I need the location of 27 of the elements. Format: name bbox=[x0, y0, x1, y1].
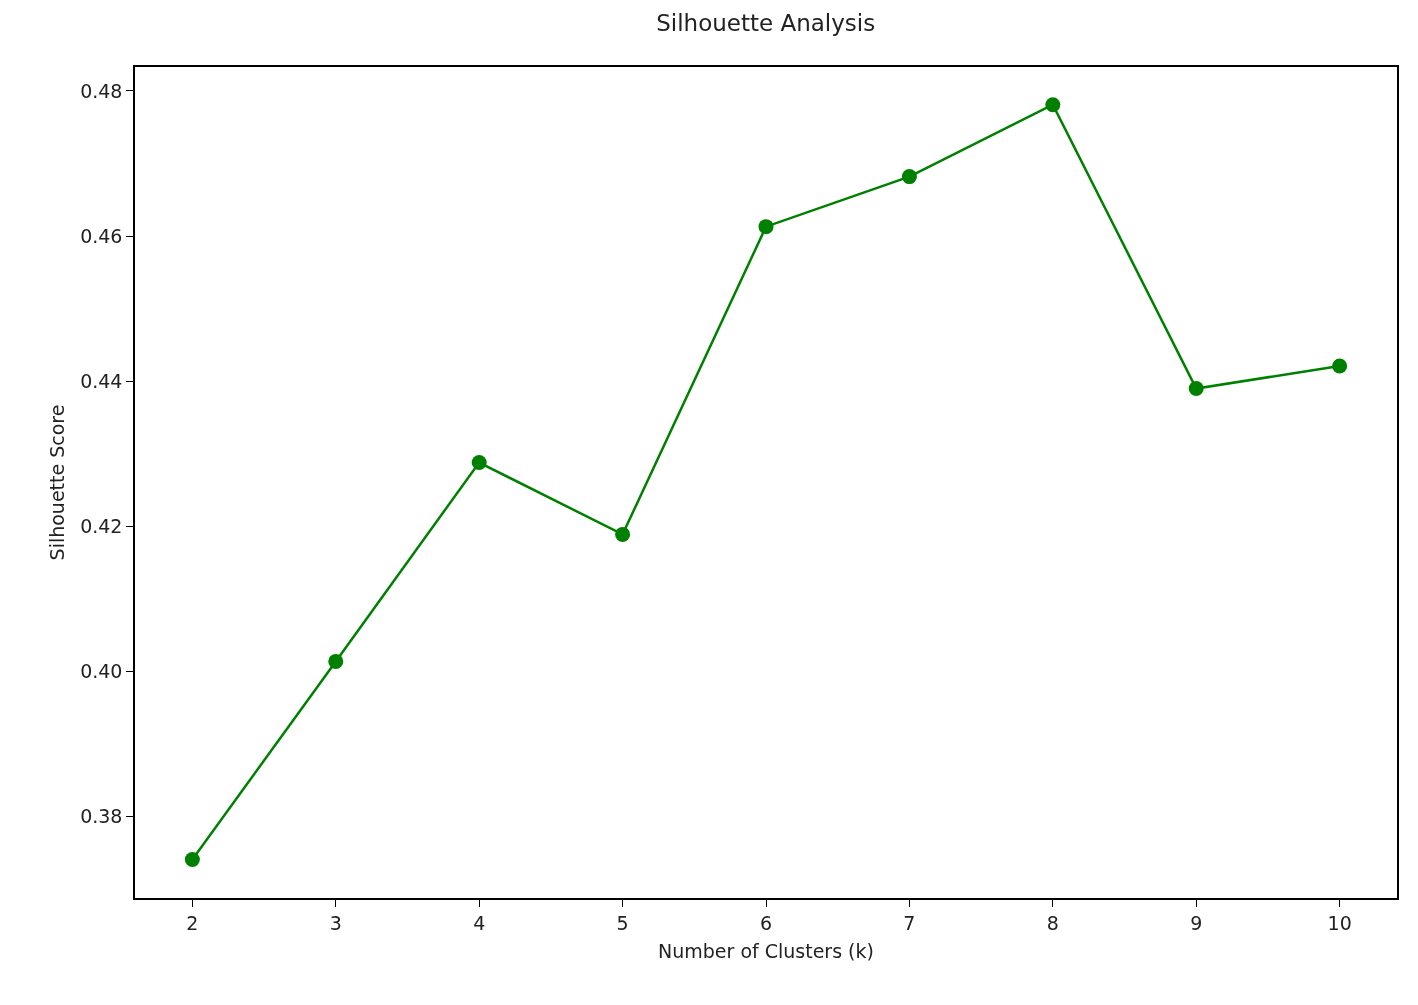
x-tick-label: 3 bbox=[329, 911, 342, 934]
point bbox=[1332, 358, 1348, 374]
chart-title: Silhouette Analysis bbox=[656, 10, 876, 37]
y-tick-label: 0.38 bbox=[80, 805, 123, 828]
point bbox=[471, 455, 487, 471]
x-tick-label: 7 bbox=[903, 911, 916, 934]
point bbox=[184, 852, 200, 868]
y-tick-label: 0.42 bbox=[80, 515, 123, 538]
point bbox=[1045, 97, 1061, 113]
y-tick-label: 0.48 bbox=[80, 79, 123, 102]
y-tick-label: 0.46 bbox=[80, 224, 123, 247]
x-tick-label: 6 bbox=[759, 911, 773, 934]
y-tick-label: 0.40 bbox=[80, 660, 123, 683]
x-tick-label: 4 bbox=[473, 911, 486, 934]
point bbox=[1188, 381, 1204, 396]
point bbox=[901, 169, 917, 185]
x-tick-label: 8 bbox=[1046, 911, 1059, 934]
x-tick-label: 9 bbox=[1190, 911, 1203, 934]
x-tick-label: 2 bbox=[186, 911, 199, 934]
point bbox=[615, 526, 631, 542]
y-tick-label: 0.44 bbox=[80, 369, 123, 392]
point bbox=[328, 653, 344, 669]
point bbox=[758, 219, 774, 235]
x-tick-label: 5 bbox=[616, 911, 629, 934]
y-axis-title: Silhouette Score bbox=[46, 404, 69, 561]
x-axis-title: Number of Clusters (k) bbox=[658, 939, 874, 962]
x-tick-label: 10 bbox=[1327, 911, 1352, 934]
